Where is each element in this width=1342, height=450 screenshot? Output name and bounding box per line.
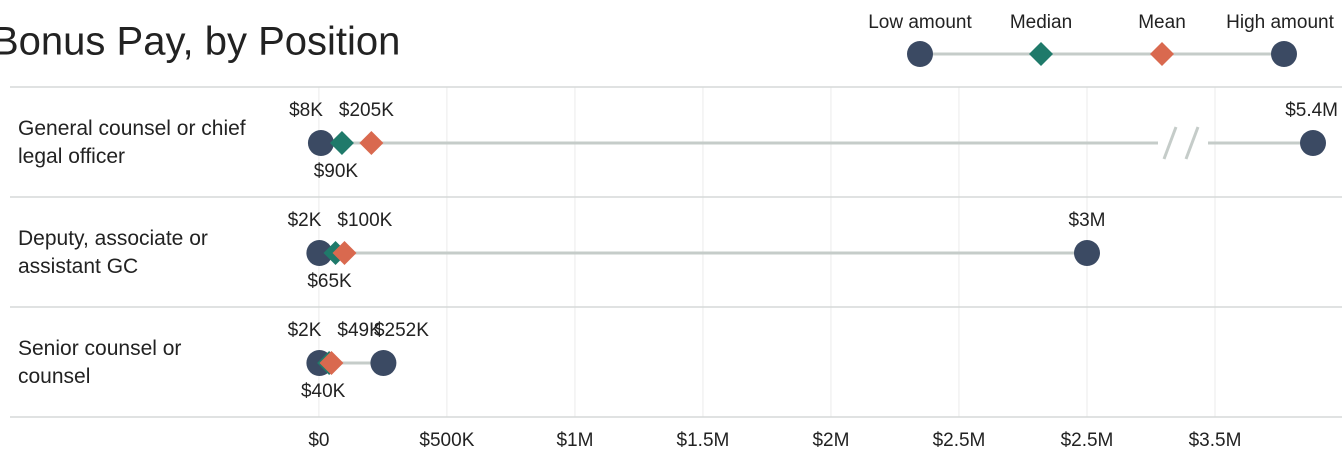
data-point bbox=[329, 131, 354, 155]
data-point bbox=[359, 131, 384, 155]
x-tick-label: $3.5M bbox=[1189, 430, 1242, 450]
x-tick-label: $500K bbox=[419, 430, 474, 450]
legend-label: Median bbox=[1010, 12, 1072, 33]
category-label: General counsel or chief legal officer bbox=[18, 117, 246, 168]
value-label: $2K bbox=[288, 320, 322, 341]
value-label: $100K bbox=[337, 210, 392, 231]
value-label: $65K bbox=[307, 271, 352, 292]
value-label: $252K bbox=[374, 320, 429, 341]
value-label: $5.4M bbox=[1285, 100, 1338, 121]
axis-break bbox=[1162, 126, 1178, 160]
data-point bbox=[1300, 130, 1326, 156]
data-point bbox=[306, 240, 333, 266]
value-label: $90K bbox=[314, 161, 359, 182]
legend-label: High amount bbox=[1226, 12, 1334, 33]
x-tick-label: $1M bbox=[556, 430, 593, 450]
axis-break bbox=[1184, 126, 1200, 160]
x-tick-label: $1.5M bbox=[677, 430, 730, 450]
data-point bbox=[307, 130, 334, 156]
value-label: $3M bbox=[1069, 210, 1106, 231]
x-tick-label: $2.5M bbox=[933, 430, 986, 450]
category-label: Deputy, associate or assistant GC bbox=[18, 227, 208, 278]
category-label: Senior counsel or counsel bbox=[18, 337, 182, 388]
data-point bbox=[1073, 240, 1100, 266]
value-label: $40K bbox=[301, 381, 346, 402]
legend-marker bbox=[1271, 41, 1297, 67]
value-label: $2K bbox=[288, 210, 322, 231]
x-tick-label: $2.5M bbox=[1061, 430, 1114, 450]
legend-marker bbox=[1150, 42, 1174, 66]
legend-marker bbox=[1029, 42, 1053, 66]
legend-label: Mean bbox=[1138, 12, 1186, 33]
x-tick-label: $2M bbox=[812, 430, 849, 450]
data-point bbox=[332, 241, 357, 265]
value-label: $49K bbox=[337, 320, 382, 341]
data-point bbox=[319, 351, 344, 375]
data-point bbox=[370, 350, 397, 376]
value-label: $8K bbox=[289, 100, 323, 121]
legend-label: Low amount bbox=[868, 12, 972, 33]
x-tick-label: $0 bbox=[308, 430, 329, 450]
legend-marker bbox=[907, 41, 933, 67]
chart-title: Bonus Pay, by Position bbox=[0, 20, 400, 64]
value-label: $205K bbox=[339, 100, 394, 121]
